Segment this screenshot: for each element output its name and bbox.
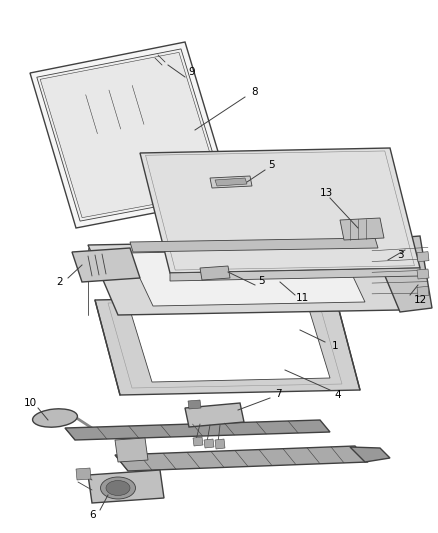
Ellipse shape: [32, 409, 77, 427]
Polygon shape: [140, 148, 419, 273]
Ellipse shape: [100, 477, 135, 499]
Polygon shape: [115, 446, 367, 471]
Text: 3: 3: [396, 250, 403, 260]
Polygon shape: [30, 42, 231, 228]
Polygon shape: [204, 439, 213, 448]
Text: 5: 5: [268, 160, 275, 170]
Text: 1: 1: [331, 341, 338, 351]
Polygon shape: [95, 295, 359, 395]
Polygon shape: [88, 240, 399, 315]
Polygon shape: [130, 306, 329, 382]
Text: 4: 4: [334, 390, 340, 400]
Polygon shape: [37, 49, 225, 221]
Polygon shape: [416, 252, 428, 262]
Polygon shape: [200, 266, 230, 280]
Text: 8: 8: [251, 87, 258, 97]
Ellipse shape: [106, 481, 130, 496]
Polygon shape: [416, 269, 428, 279]
Text: 2: 2: [57, 277, 63, 287]
Polygon shape: [339, 218, 383, 240]
Text: 13: 13: [319, 188, 332, 198]
Polygon shape: [130, 238, 377, 252]
Polygon shape: [128, 249, 364, 306]
Polygon shape: [72, 248, 140, 282]
Text: 5: 5: [258, 276, 265, 286]
Text: 7: 7: [274, 389, 281, 399]
Polygon shape: [209, 176, 251, 188]
Polygon shape: [76, 468, 91, 480]
Polygon shape: [115, 438, 148, 462]
Polygon shape: [65, 420, 329, 440]
Polygon shape: [416, 286, 428, 296]
Polygon shape: [215, 178, 247, 186]
Polygon shape: [187, 400, 201, 409]
Polygon shape: [193, 437, 202, 446]
Text: 6: 6: [89, 510, 96, 520]
Text: 12: 12: [413, 295, 426, 305]
Polygon shape: [184, 403, 244, 427]
Polygon shape: [40, 52, 221, 217]
Text: 9: 9: [188, 67, 195, 77]
Polygon shape: [369, 236, 431, 312]
Text: 11: 11: [295, 293, 308, 303]
Polygon shape: [349, 447, 389, 462]
Polygon shape: [215, 439, 225, 449]
Polygon shape: [170, 268, 419, 281]
Text: 10: 10: [23, 398, 36, 408]
Polygon shape: [88, 470, 164, 503]
